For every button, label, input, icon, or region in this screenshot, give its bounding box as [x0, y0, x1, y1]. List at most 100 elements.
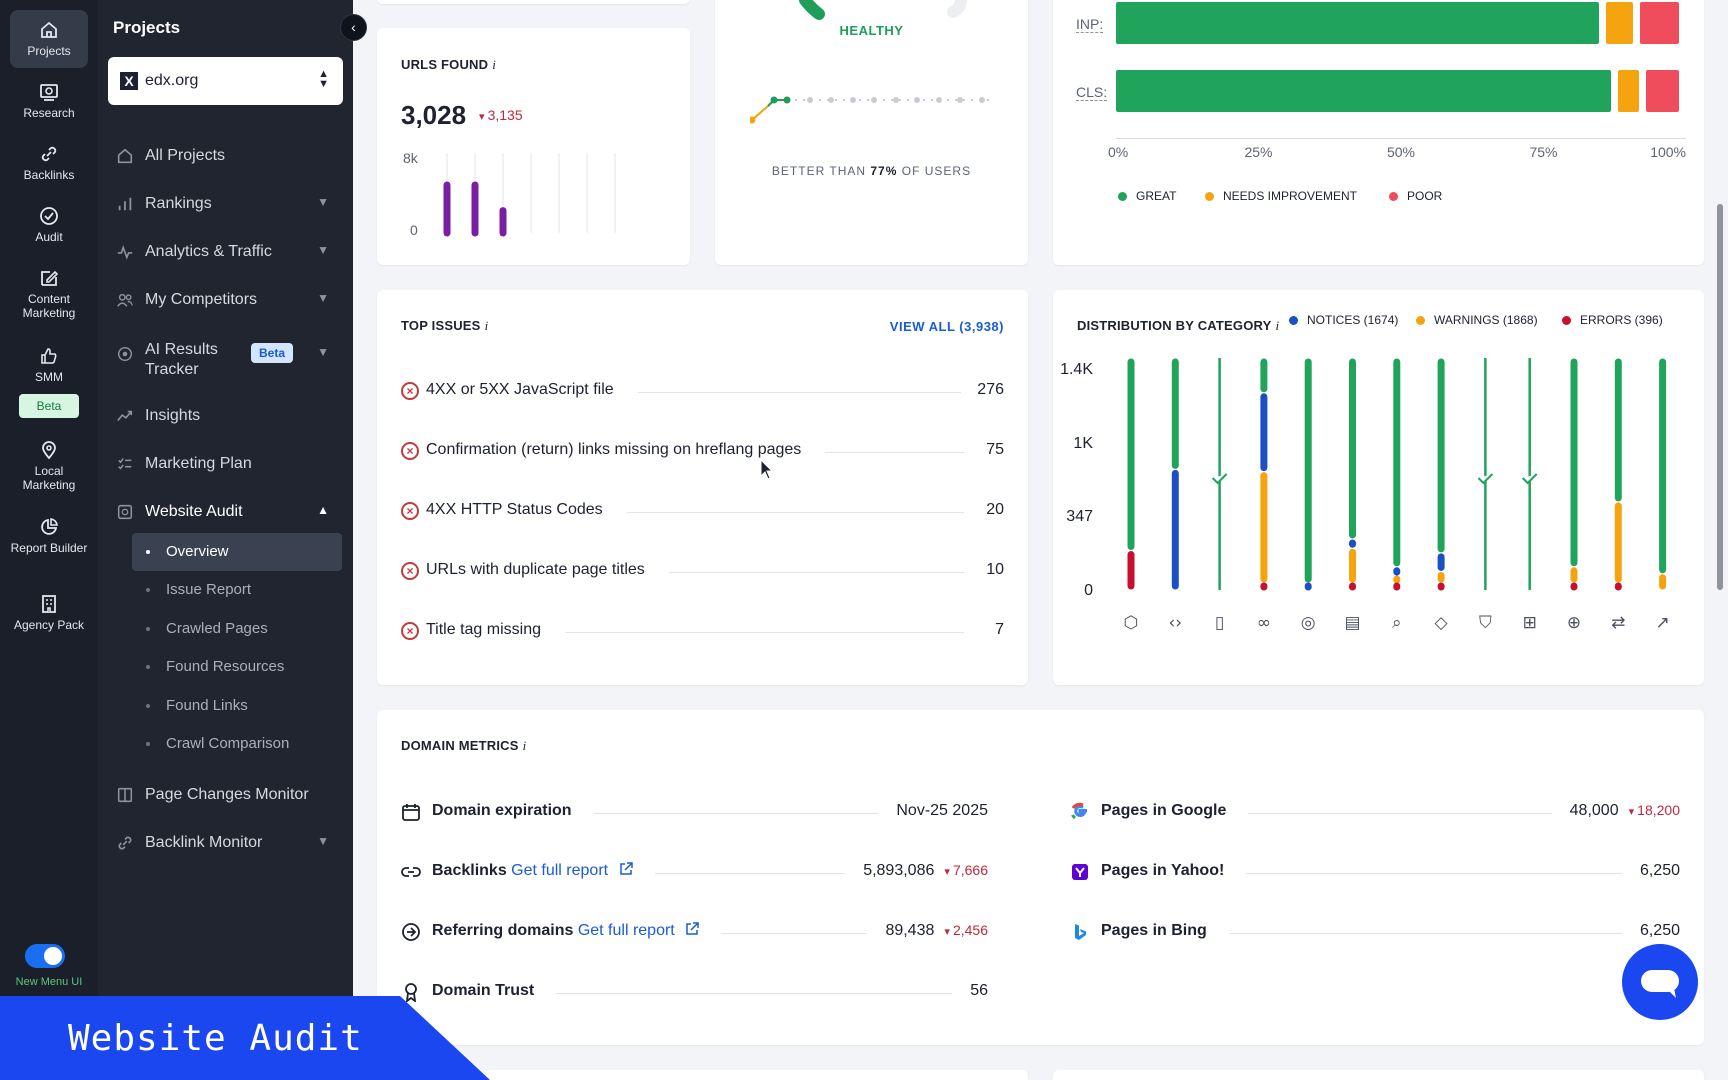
card-partial-bottom-right	[1053, 1070, 1704, 1080]
metric-domain-trust: Domain Trust 56	[401, 978, 988, 1008]
y-tick: 1K	[1073, 435, 1093, 452]
issue-row[interactable]: × URLs with duplicate page titles 10	[401, 556, 1004, 586]
project-name: edx.org	[145, 72, 199, 89]
sub-crawled-pages[interactable]: Crawled Pages	[132, 610, 342, 648]
sub-label: Issue Report	[166, 581, 252, 598]
metric-value: 89,4382,456	[867, 922, 988, 940]
nav-backlink-monitor[interactable]: Backlink Monitor ▼	[108, 824, 343, 862]
cwv-bar-great[interactable]	[1116, 70, 1611, 112]
sub-overview[interactable]: Overview	[132, 533, 342, 571]
cwv-bar-great[interactable]	[1116, 2, 1600, 44]
nav-page-changes-monitor[interactable]: Page Changes Monitor	[108, 776, 343, 814]
get-full-report-link[interactable]: Get full report	[577, 922, 675, 939]
rail-label: Research	[23, 106, 75, 120]
nav-website-audit[interactable]: Website Audit ▲	[108, 493, 343, 531]
nav-insights[interactable]: Insights	[108, 397, 343, 435]
rail-research[interactable]: Research	[10, 82, 88, 120]
bing-icon	[1075, 924, 1086, 940]
urls-mini-chart	[443, 153, 616, 237]
nav-marketing-plan[interactable]: Marketing Plan	[108, 445, 343, 483]
metric-delta: 2,456	[944, 922, 988, 938]
page-scrollbar[interactable]	[1717, 204, 1723, 590]
issue-row[interactable]: × Confirmation (return) links missing on …	[401, 436, 1004, 466]
sub-found-links[interactable]: Found Links	[132, 687, 342, 725]
new-menu-label: New Menu UI	[15, 976, 83, 988]
new-menu-toggle[interactable]	[25, 944, 65, 968]
rail-report-builder[interactable]: Report Builder	[10, 517, 88, 555]
nav-my-competitors[interactable]: My Competitors ▼	[108, 281, 343, 319]
nav-analytics-traffic[interactable]: Analytics & Traffic ▼	[108, 233, 343, 271]
metric-value: 6,250	[1621, 922, 1680, 940]
external-link-icon[interactable]	[685, 922, 699, 936]
metric-name: Domain Trust	[432, 982, 557, 1000]
error-icon: ×	[401, 442, 419, 460]
ai-beta-badge: Beta	[251, 343, 294, 363]
chevron-down-icon: ▼	[317, 243, 329, 257]
sub-crawl-comparison[interactable]: Crawl Comparison	[132, 725, 342, 763]
metric-name: Pages in Google	[1101, 802, 1249, 820]
metric-referring-domains: Referring domains Get full report 89,438…	[401, 918, 988, 948]
urls-y-min: 0	[410, 222, 418, 238]
view-all-issues-link[interactable]: VIEW ALL (3,938)	[889, 319, 1004, 334]
domain-metrics-title: DOMAIN METRICS i	[401, 738, 527, 753]
check-icon	[1521, 473, 1538, 485]
urls-y-max: 8k	[403, 150, 418, 166]
check-icon	[1477, 473, 1494, 485]
rail-backlinks[interactable]: Backlinks	[10, 144, 88, 182]
cwv-bar-poor[interactable]	[1640, 2, 1679, 44]
cwv-axis-tick: 50%	[1386, 144, 1416, 160]
link-icon	[118, 836, 132, 850]
rail-projects[interactable]: Projects	[10, 10, 88, 68]
collapse-sidebar-button[interactable]: ‹	[340, 14, 367, 41]
issue-count: 10	[970, 561, 1004, 579]
rail-smm[interactable]: SMM	[10, 346, 88, 384]
metric-domain-expiration: Domain expiration Nov-25 2025	[401, 798, 988, 828]
chat-button[interactable]	[1622, 944, 1698, 1020]
nav-all-projects[interactable]: All Projects	[108, 137, 343, 175]
issue-row[interactable]: × 4XX or 5XX JavaScript file 276	[401, 376, 1004, 406]
external-link-icon[interactable]	[619, 862, 633, 876]
nav-rankings[interactable]: Rankings ▼	[108, 185, 343, 223]
research-icon	[40, 84, 58, 101]
sub-found-resources[interactable]: Found Resources	[132, 648, 342, 686]
cwv-bar-needs[interactable]	[1617, 70, 1640, 112]
rail-content-marketing[interactable]: Content Marketing	[10, 268, 88, 320]
issue-row[interactable]: × 4XX HTTP Status Codes 20	[401, 496, 1004, 526]
check-circle-icon	[40, 207, 58, 225]
issue-name: Confirmation (return) links missing on h…	[426, 441, 826, 459]
cwv-bar-needs[interactable]	[1606, 2, 1634, 44]
cwv-bar-poor[interactable]	[1646, 70, 1679, 112]
error-icon: ×	[401, 622, 419, 640]
search-icon: ⌕	[1392, 613, 1402, 633]
get-full-report-link[interactable]: Get full report	[511, 862, 609, 879]
bullet	[146, 550, 150, 554]
project-selector[interactable]: X edx.org ▲ ▼	[108, 57, 343, 105]
smm-beta-badge: Beta	[19, 394, 79, 418]
document-icon: ▤	[1344, 613, 1360, 633]
bar-chart-icon	[118, 197, 132, 211]
card-partial-top	[377, 0, 690, 4]
metric-name: Referring domains Get full report	[432, 922, 722, 940]
selector-arrows-icon: ▲ ▼	[318, 68, 329, 90]
legend-needs-improvement: NEEDS IMPROVEMENT	[1205, 189, 1357, 203]
urls-found-value: 3,028	[401, 100, 467, 130]
rail-local-marketing[interactable]: Local Marketing	[10, 440, 88, 492]
y-tick: 0	[1084, 582, 1093, 599]
code-icon: ‹›	[1168, 613, 1182, 633]
rail-label: Agency Pack	[13, 618, 85, 632]
sub-issue-report[interactable]: Issue Report	[132, 571, 342, 609]
arrow-circle-icon	[402, 923, 420, 941]
target-icon: ◎	[1301, 613, 1316, 633]
legend-great: GREAT	[1118, 189, 1176, 203]
rail-label: Audit	[35, 230, 63, 244]
legend-warnings: WARNINGS (1868)	[1416, 313, 1538, 327]
issue-row[interactable]: × Title tag missing 7	[401, 616, 1004, 646]
activity-icon	[117, 245, 133, 260]
rail-audit[interactable]: Audit	[10, 206, 88, 244]
rail-agency-pack[interactable]: Agency Pack	[10, 594, 88, 632]
health-sparkline	[750, 96, 990, 124]
banner-text: Website Audit	[68, 1018, 363, 1059]
mobile-icon: ▯	[1215, 613, 1224, 633]
icon-rail: Projects Research Backlinks Audit Conten…	[0, 0, 98, 1080]
nav-ai-results-tracker[interactable]: AI Results Tracker Beta ▼	[108, 329, 343, 379]
